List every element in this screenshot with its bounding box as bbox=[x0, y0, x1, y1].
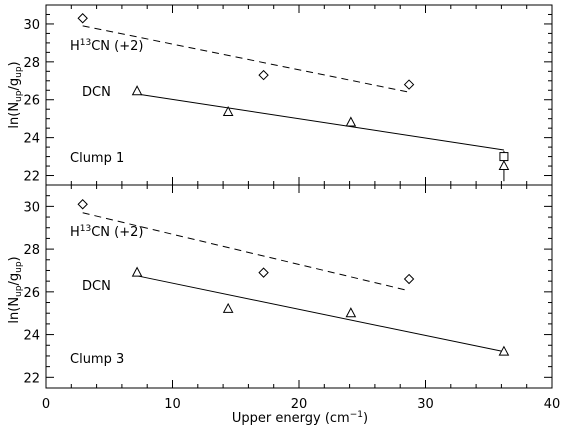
triangle-marker bbox=[498, 345, 510, 356]
series-label-rest: CN (+2) bbox=[91, 39, 143, 54]
x-tick-label: 10 bbox=[164, 397, 181, 412]
y-tick-label: 22 bbox=[23, 371, 40, 386]
series-label-rest: CN (+2) bbox=[91, 225, 143, 240]
y-axis-title-top: ln(Nup/gup) bbox=[7, 61, 24, 128]
triangle-marker bbox=[131, 266, 143, 277]
y-tick-label: 24 bbox=[23, 132, 40, 147]
panel-2: 22 24 26 28 30 0 10 20 30 40 H13CN (+2) DCN Clump 3 bbox=[23, 184, 561, 412]
y-axis-title-bottom-sub1: up bbox=[14, 285, 24, 297]
fit-line bbox=[82, 212, 410, 292]
triangle-marker bbox=[222, 105, 234, 117]
triangle-marker bbox=[345, 307, 357, 318]
y-axis-title-top-a: ln(N bbox=[7, 102, 22, 129]
triangle-marker bbox=[222, 302, 234, 313]
series-label-main: DCN bbox=[82, 279, 111, 294]
x-axis-title-text: Upper energy (cm bbox=[232, 411, 350, 426]
x-tick-label: 30 bbox=[417, 397, 434, 412]
x-tick-label: 20 bbox=[291, 397, 308, 412]
y-axis-title-bottom-a: ln(N bbox=[7, 297, 22, 324]
triangle-marker bbox=[131, 85, 143, 96]
series-label-main: DCN bbox=[82, 85, 111, 100]
series-label-sup: 13 bbox=[80, 224, 91, 234]
fit-line bbox=[137, 93, 505, 151]
y-axis-title-bottom-c: ) bbox=[7, 256, 22, 261]
y-axis-title-bottom: ln(Nup/gup) bbox=[7, 256, 24, 323]
y-tick-label: 28 bbox=[23, 243, 40, 258]
y-tick-label: 26 bbox=[23, 94, 40, 109]
y-tick-label: 30 bbox=[23, 200, 40, 215]
y-tick-label: 26 bbox=[23, 286, 40, 301]
square-marker bbox=[499, 152, 509, 162]
y-axis-title-top-c: ) bbox=[7, 61, 22, 66]
series-label: DCN bbox=[82, 279, 111, 294]
clump-label: Clump 1 bbox=[70, 151, 124, 166]
y-axis-title-bottom-sub2: up bbox=[14, 261, 24, 273]
y-tick-label: 30 bbox=[23, 18, 40, 33]
series-label: H13CN (+2) bbox=[70, 38, 143, 54]
y-tick-label: 28 bbox=[23, 56, 40, 71]
triangle-marker bbox=[498, 159, 510, 171]
x-tick-label: 0 bbox=[42, 397, 50, 412]
y-axis-title-bottom-b: /g bbox=[7, 273, 22, 286]
x-axis-title-end: ) bbox=[363, 411, 368, 426]
x-axis-title-sup: −1 bbox=[350, 410, 363, 420]
y-axis-title-top-b: /g bbox=[7, 78, 22, 91]
diamond-marker bbox=[77, 199, 88, 210]
series-label: H13CN (+2) bbox=[70, 224, 143, 240]
y-tick-label: 22 bbox=[23, 170, 40, 185]
x-tick-label: 40 bbox=[544, 397, 561, 412]
clump-label: Clump 3 bbox=[70, 352, 124, 367]
fit-line bbox=[136, 275, 505, 353]
diamond-marker bbox=[403, 79, 415, 90]
x-axis-title: Upper energy (cm−1) bbox=[232, 410, 368, 426]
triangle-marker bbox=[345, 116, 357, 127]
series-label-sup: 13 bbox=[80, 38, 91, 48]
series-label-main: H bbox=[70, 39, 80, 54]
series-label: DCN bbox=[82, 85, 111, 100]
diamond-marker bbox=[403, 273, 415, 285]
y-axis-title-top-sub2: up bbox=[14, 66, 24, 78]
diamond-marker bbox=[258, 267, 269, 278]
diamond-marker bbox=[258, 69, 269, 81]
series-label-main: H bbox=[70, 225, 80, 240]
y-axis-title-top-sub1: up bbox=[14, 90, 24, 102]
diamond-marker bbox=[77, 13, 88, 24]
panel-1: 22 24 26 28 30 H13CN (+2) DCN Clump 1 bbox=[23, 4, 553, 186]
y-tick-label: 24 bbox=[23, 329, 40, 344]
fit-line bbox=[82, 25, 410, 93]
